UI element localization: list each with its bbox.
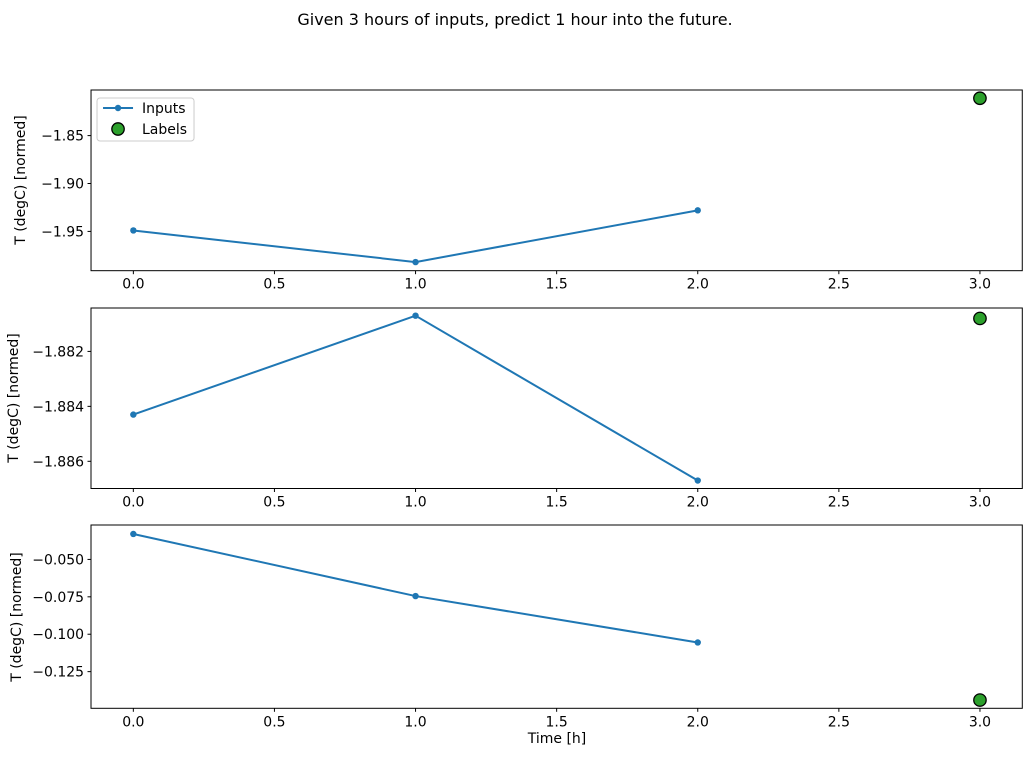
y-tick-label: −1.85 — [41, 129, 84, 145]
inputs-marker — [130, 411, 137, 418]
y-tick-label: −0.100 — [32, 627, 84, 643]
x-tick-label: 0.5 — [263, 277, 285, 293]
y-axis-label-subplot-2: T (degC) [normed] — [6, 333, 22, 463]
legend: Inputs Labels — [96, 97, 195, 142]
x-tick-label: 0.5 — [263, 714, 285, 730]
x-tick-label: 2.0 — [687, 714, 709, 730]
y-tick-label: −1.886 — [32, 454, 84, 470]
x-tick-label: 1.5 — [546, 277, 568, 293]
inputs-line — [132, 532, 699, 644]
inputs-marker — [412, 312, 419, 319]
legend-labels-sample-marker — [111, 122, 125, 136]
inputs-marker — [130, 530, 137, 538]
inputs-marker — [694, 207, 701, 214]
inputs-line — [132, 209, 699, 264]
y-tick-label: −0.075 — [32, 590, 84, 606]
x-tick-label: 1.0 — [404, 494, 426, 510]
x-tick-label: 1.5 — [546, 714, 568, 730]
y-tick-label: −0.050 — [32, 552, 84, 568]
x-tick-label: 0.0 — [122, 277, 144, 293]
axes-frame — [90, 89, 1023, 272]
x-tick-label: 1.0 — [404, 714, 426, 730]
y-tick-label: −1.882 — [32, 344, 84, 360]
y-tick-label: −1.90 — [41, 177, 84, 193]
inputs-marker — [412, 592, 419, 600]
labels-marker — [973, 91, 987, 106]
y-axis-label-subplot-3: T (degC) [normed] — [9, 552, 25, 682]
subplot-1: 0.0 0.5 1.0 1.5 2.0 2.5 3.0 −1.85 −1.90 −1.95 Inpu… — [41, 89, 1023, 293]
legend-inputs-sample-marker — [114, 104, 122, 112]
inputs-line — [132, 314, 699, 482]
x-tick-label: 2.5 — [828, 494, 850, 510]
x-tick-label: 3.0 — [969, 277, 991, 293]
subplot-3: 0.0 0.5 1.0 1.5 2.0 2.5 3.0 −0.050 −0.075 −0.100 −… — [32, 524, 1023, 730]
y-tick-label: −1.95 — [41, 224, 84, 240]
x-tick-label: 2.0 — [687, 277, 709, 293]
y-tick-label: −0.125 — [32, 665, 84, 681]
x-tick-label: 1.0 — [404, 277, 426, 293]
y-tick-label: −1.884 — [32, 399, 84, 415]
labels-marker — [973, 311, 987, 325]
x-tick-label: 3.0 — [969, 714, 991, 730]
legend-labels-label: Labels — [142, 122, 187, 138]
inputs-marker — [694, 639, 701, 646]
inputs-marker — [694, 477, 701, 484]
x-tick-label: 2.5 — [828, 277, 850, 293]
x-tick-label: 0.0 — [122, 714, 144, 730]
legend-inputs-label: Inputs — [142, 101, 186, 117]
axes-frame — [90, 524, 1023, 709]
inputs-marker — [130, 227, 137, 234]
x-tick-label: 3.0 — [969, 494, 991, 510]
x-axis-label: Time [h] — [527, 731, 587, 747]
x-tick-label: 2.0 — [687, 494, 709, 510]
x-tick-label: 2.5 — [828, 714, 850, 730]
inputs-marker — [412, 258, 419, 266]
figure-title: Given 3 hours of inputs, predict 1 hour … — [297, 10, 733, 29]
x-tick-label: 0.0 — [122, 494, 144, 510]
subplot-2: 0.0 0.5 1.0 1.5 2.0 2.5 3.0 −1.882 −1.884 −1.886 — [32, 307, 1023, 510]
x-tick-label: 0.5 — [263, 494, 285, 510]
labels-marker — [973, 693, 987, 707]
y-axis-label-subplot-1: T (degC) [normed] — [13, 115, 29, 245]
x-tick-label: 1.5 — [546, 494, 568, 510]
